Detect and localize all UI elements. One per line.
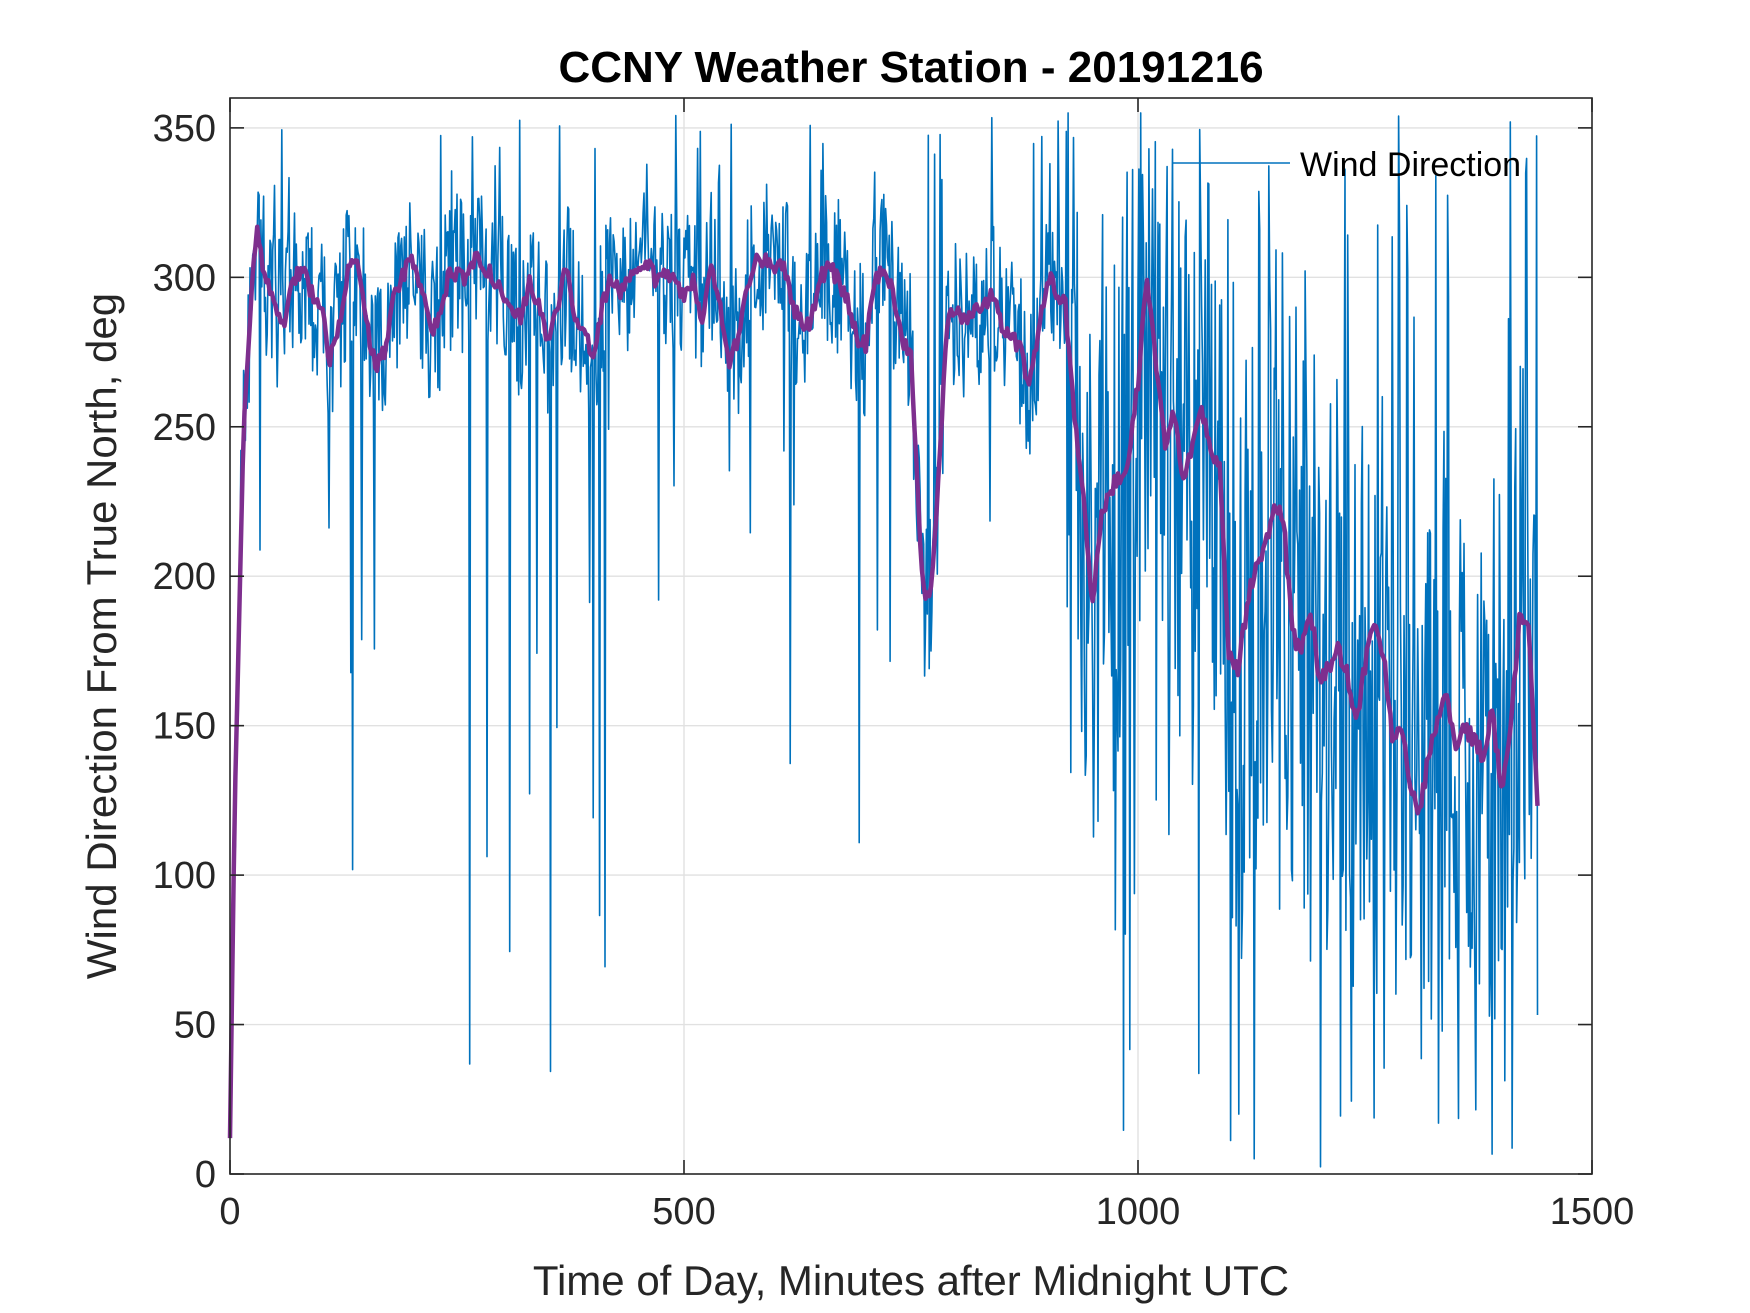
x-tick-label: 1500 xyxy=(1550,1191,1635,1233)
y-tick-label: 200 xyxy=(153,556,216,598)
ticks xyxy=(229,98,1593,1175)
legend: Wind Direction xyxy=(1172,146,1521,184)
x-tick-label: 1000 xyxy=(1096,1191,1181,1233)
x-tick-label: 500 xyxy=(652,1191,715,1233)
wind-direction-line xyxy=(229,112,1539,1168)
y-axis-label: Wind Direction From True North, deg xyxy=(78,293,125,979)
y-tick-label: 250 xyxy=(153,407,216,449)
x-tick-labels: 0 500 1000 1500 xyxy=(219,1191,1634,1233)
y-tick-labels: 0 50 100 150 200 250 300 350 xyxy=(153,108,216,1196)
y-tick-label: 100 xyxy=(153,855,216,897)
y-tick-label: 50 xyxy=(174,1005,216,1047)
smoothed-series xyxy=(227,224,1540,1139)
x-tick-label: 0 xyxy=(219,1191,240,1233)
chart-title: CCNY Weather Station - 20191216 xyxy=(558,43,1263,92)
y-tick-label: 150 xyxy=(153,706,216,748)
raw-series xyxy=(229,112,1539,1168)
smoothed-wind-direction-line xyxy=(227,224,1540,1139)
plot-box xyxy=(229,97,1593,1175)
y-tick-label: 350 xyxy=(153,108,216,150)
y-tick-label: 300 xyxy=(153,257,216,299)
legend-label-wind-direction: Wind Direction xyxy=(1300,146,1521,184)
plot-background xyxy=(230,98,1592,1174)
y-tick-label: 0 xyxy=(195,1154,216,1196)
x-axis-label: Time of Day, Minutes after Midnight UTC xyxy=(533,1257,1289,1304)
